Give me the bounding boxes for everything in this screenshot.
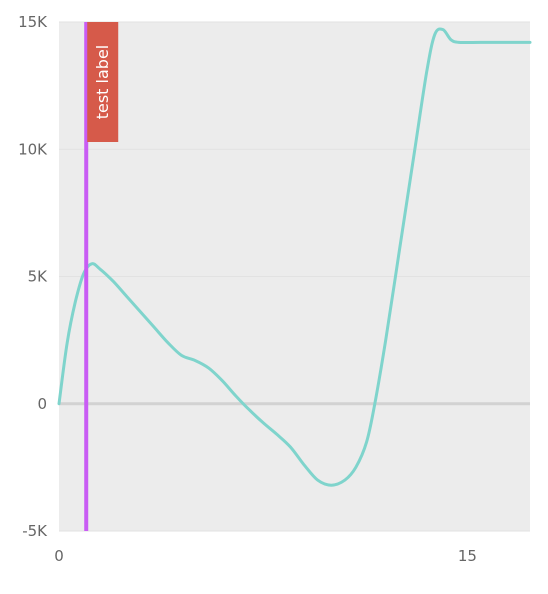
x-tick-label: 15	[458, 547, 477, 565]
grid-lines	[59, 21, 530, 532]
y-tick-label: 15K	[18, 13, 48, 31]
y-tick-label: -5K	[22, 522, 48, 540]
series-layer	[57, 27, 532, 487]
marker-layer: test label	[84, 22, 119, 531]
y-tick-label: 5K	[28, 268, 49, 286]
x-axis-ticks: 0 15	[54, 547, 477, 565]
marker-label: test label	[93, 45, 112, 120]
y-tick-label: 0	[37, 395, 47, 413]
series-line	[57, 27, 532, 487]
marker-label-box	[87, 22, 119, 142]
y-tick-label: 10K	[18, 140, 48, 158]
x-tick-label: 0	[54, 547, 64, 565]
y-axis-ticks: 15K 10K 5K 0 -5K	[18, 13, 48, 540]
